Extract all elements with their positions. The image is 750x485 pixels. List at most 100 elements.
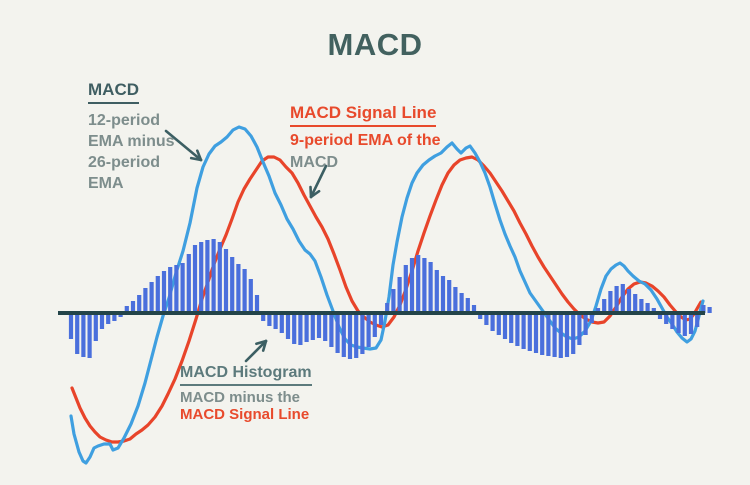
histogram-bar: [292, 313, 297, 344]
histogram-bar: [490, 313, 495, 331]
histogram-bar: [409, 258, 415, 313]
histogram-bar: [68, 313, 74, 339]
histogram-bar: [273, 313, 278, 329]
macd-arrow-icon: [164, 129, 203, 162]
histogram-bar: [223, 249, 229, 313]
histogram-bar: [279, 313, 284, 333]
signal-annotation-heading: MACD Signal Line: [290, 103, 437, 127]
histogram-bar: [552, 313, 557, 357]
histogram-bar: [465, 298, 470, 313]
histogram-annotation-heading: MACD Histogram: [180, 364, 312, 386]
signal-line-series: [70, 155, 703, 444]
histogram-bar: [143, 288, 148, 313]
histogram-bar: [428, 262, 433, 313]
histogram-bar: [664, 313, 669, 324]
histogram-bar: [217, 242, 222, 313]
histogram-bar: [310, 313, 315, 340]
histogram-bar: [502, 313, 508, 339]
histogram-bar: [440, 276, 446, 313]
histogram-bar: [149, 282, 154, 313]
histogram-arrow-icon-head: [255, 339, 268, 346]
histogram-bar: [682, 313, 687, 336]
histogram-bar: [316, 313, 322, 338]
histogram-bar: [509, 313, 514, 343]
histogram-bar: [459, 293, 464, 313]
histogram-bar: [186, 254, 191, 313]
histogram-arrow-icon-head: [261, 339, 268, 352]
signal-arrow-icon: [309, 164, 328, 199]
histogram-bar: [242, 269, 247, 313]
histogram-bar: [155, 276, 160, 313]
histogram-bar: [602, 299, 607, 313]
histogram-bar: [366, 313, 371, 347]
histogram-bar: [347, 313, 353, 359]
histogram-bar: [527, 313, 532, 351]
histogram-bar: [583, 313, 588, 335]
histogram-bar: [416, 255, 421, 313]
histogram-bar: [329, 313, 334, 347]
histogram-bar: [533, 313, 539, 353]
histogram-bar: [657, 313, 663, 319]
histogram-bar: [633, 294, 638, 313]
histogram-bar: [335, 313, 340, 353]
macd-annotation-line: EMA: [88, 175, 124, 192]
histogram-bar: [521, 313, 526, 349]
histogram-bar: [595, 308, 601, 313]
histogram-bar: [205, 240, 210, 313]
histogram-bar: [447, 280, 452, 313]
macd-annotation-line: EMA minus: [88, 133, 175, 150]
macd-annotation-line: 12-period: [88, 112, 161, 129]
histogram-bar: [571, 313, 576, 354]
histogram-bar: [397, 277, 402, 313]
histogram-bar: [434, 270, 439, 313]
histogram-bar: [199, 242, 204, 313]
histogram-bar: [93, 313, 98, 341]
histogram-annotation-line: MACD minus the: [180, 389, 300, 406]
histogram-bar: [701, 305, 706, 313]
histogram-bar: [137, 295, 142, 313]
histogram-annotation: MACD Histogram MACD minus the MACD Signa…: [180, 364, 312, 423]
signal-arrow-icon-head: [309, 189, 321, 199]
page-title: MACD: [327, 27, 423, 62]
histogram-arrow-icon: [244, 339, 268, 363]
histogram-bar: [589, 313, 594, 323]
histogram-bar: [341, 313, 346, 357]
histogram-bar: [676, 313, 681, 333]
histogram-bar: [236, 264, 241, 313]
macd-arrow-icon-head: [196, 149, 203, 162]
histogram-bar: [422, 258, 427, 313]
histogram-bar: [695, 313, 700, 327]
histogram-bar: [403, 265, 408, 313]
histogram-bar: [372, 313, 377, 337]
histogram-bar: [478, 313, 483, 319]
histogram-bar: [130, 301, 136, 313]
histogram-bar: [515, 313, 520, 346]
histogram-bar: [254, 295, 260, 313]
histogram-bar: [688, 313, 694, 334]
signal-annotation-line: 9-period EMA of the: [290, 132, 441, 149]
histogram-bar: [546, 313, 551, 356]
histogram-bar: [707, 307, 712, 313]
histogram-bar: [267, 313, 272, 326]
histogram-bar: [124, 306, 129, 313]
histogram-bar: [453, 287, 458, 313]
signal-annotation: MACD Signal Line 9-period EMA of the MAC…: [290, 103, 441, 174]
histogram-bar: [248, 279, 253, 313]
histogram-bar: [112, 313, 117, 321]
histogram-bar: [608, 291, 613, 313]
signal-annotation-line: MACD: [290, 154, 338, 171]
histogram-bar: [620, 284, 625, 313]
histogram-bar: [577, 313, 582, 345]
histogram-bar: [87, 313, 92, 358]
histogram-bar: [81, 313, 86, 357]
histogram-bar: [261, 313, 266, 321]
histogram-bar: [354, 313, 359, 358]
histogram-bar: [670, 313, 675, 329]
histogram-bar: [558, 313, 563, 358]
histogram-bar: [298, 313, 303, 345]
histogram-bar: [99, 313, 105, 329]
histogram-bar: [651, 308, 656, 313]
macd-annotation: MACD 12-period EMA minus 26-period EMA: [88, 80, 175, 194]
